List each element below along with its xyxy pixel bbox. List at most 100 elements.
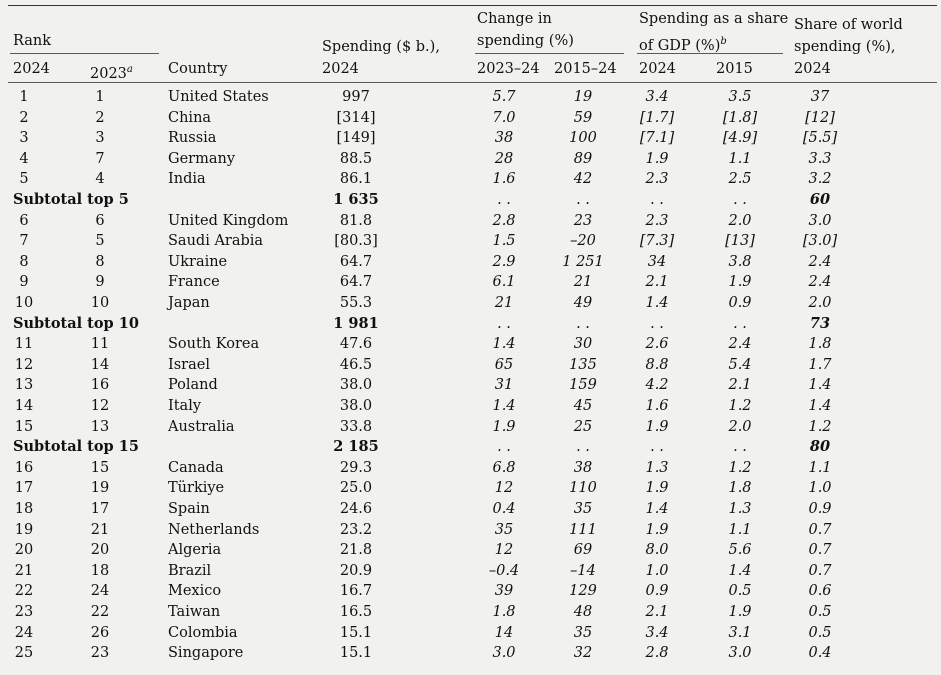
cell-gdp-2024: 1.9 (645, 151, 669, 167)
cell-gdp-2024: [1.7] (639, 110, 675, 126)
cell-change-2023-24: 65 (494, 357, 514, 373)
cell-world-share: 0.7 (808, 563, 832, 579)
cell-spending: 20.9 (339, 563, 373, 579)
cell-spending: 64.7 (339, 274, 373, 290)
cell-gdp-2015: 1.4 (728, 563, 752, 579)
cell-gdp-2015: 1.9 (728, 274, 752, 290)
subtotal-label: Subtotal top 5 (13, 191, 129, 208)
cell-rank-2023: 10 (90, 295, 110, 311)
cell-country: South Korea (168, 336, 260, 352)
cell-gdp-2015: 1.3 (728, 501, 752, 517)
cell-gdp-2024: 3.4 (645, 625, 669, 641)
cell-world-share: 2.0 (808, 295, 832, 311)
cell-rank-2023: 3 (95, 130, 105, 146)
footnote-b-mark: b (720, 36, 727, 47)
header-rank-2023-year: 2023 (90, 65, 127, 82)
cell-change-2023-24: 2.8 (492, 213, 516, 229)
cell-gdp-2015: [4.9] (722, 130, 758, 146)
header-gdp-line2: of GDP (%)b (639, 31, 727, 54)
cell-rank-2024: 9 (19, 274, 29, 290)
cell-spending: 16.5 (339, 604, 373, 620)
cell-change-2023-24: 35 (494, 522, 514, 538)
cell-gdp-2024: 2.3 (645, 213, 669, 229)
cell-country: Türkiye (168, 480, 225, 496)
cell-rank-2023: 1 (95, 89, 105, 105)
cell-world-share: 80 (809, 438, 831, 455)
cell-country: India (168, 171, 206, 187)
cell-gdp-2015: 1.1 (728, 151, 752, 167)
cell-gdp-2024: 8.0 (645, 542, 669, 558)
cell-gdp-2015: 2.5 (728, 171, 752, 187)
cell-gdp-2024: 1.9 (645, 419, 669, 435)
cell-world-share: 73 (809, 315, 831, 332)
cell-change-2023-24: 5.7 (492, 89, 516, 105)
cell-spending: 29.3 (339, 460, 373, 476)
cell-change-2023-24: 3.0 (492, 645, 516, 661)
cell-world-share: 1.4 (808, 377, 832, 393)
cell-change-2015-24: 49 (573, 295, 593, 311)
cell-change-2023-24: 1.8 (492, 604, 516, 620)
cell-gdp-2015: 2.1 (728, 377, 752, 393)
cell-change-2015-24: 30 (573, 336, 593, 352)
cell-spending: 46.5 (339, 357, 373, 373)
cell-gdp-2024: . . (650, 192, 664, 208)
cell-rank-2024: 11 (14, 336, 34, 352)
cell-rank-2024: 17 (14, 480, 34, 496)
cell-rank-2023: 7 (95, 151, 105, 167)
cell-gdp-2024: 2.6 (645, 336, 669, 352)
cell-spending: 86.1 (339, 171, 373, 187)
cell-spending: [80.3] (334, 233, 378, 249)
cell-gdp-2015: 1.2 (728, 398, 752, 414)
cell-change-2015-24: 35 (573, 625, 593, 641)
cell-gdp-2015: 1.9 (728, 604, 752, 620)
cell-gdp-2024: 1.4 (645, 501, 669, 517)
cell-country: China (168, 110, 212, 126)
cell-world-share: 1.1 (808, 460, 832, 476)
cell-gdp-2015: 1.2 (728, 460, 752, 476)
cell-rank-2023: 18 (90, 563, 110, 579)
cell-spending: 55.3 (339, 295, 373, 311)
cell-change-2023-24: . . (497, 439, 511, 455)
cell-country: Singapore (168, 645, 244, 661)
cell-change-2015-24: 45 (573, 398, 593, 414)
cell-gdp-2024: 1.9 (645, 480, 669, 496)
header-world-line3: 2024 (794, 61, 831, 77)
cell-country: Australia (168, 419, 235, 435)
cell-rank-2023: 15 (90, 460, 110, 476)
cell-rank-2023: 13 (90, 419, 110, 435)
cell-world-share: 1.8 (808, 336, 832, 352)
cell-rank-2023: 5 (95, 233, 105, 249)
cell-rank-2024: 2 (19, 110, 29, 126)
cell-change-2023-24: –0.4 (488, 563, 520, 579)
cell-change-2023-24: 0.4 (492, 501, 516, 517)
header-gdp-2015: 2015 (716, 61, 753, 77)
cell-rank-2023: 20 (90, 542, 110, 558)
cell-gdp-2015: 3.0 (728, 645, 752, 661)
header-world-line1: Share of world (794, 17, 903, 33)
header-gdp-2024: 2024 (639, 61, 676, 77)
cell-change-2015-24: . . (576, 316, 590, 332)
header-change-2023-24: 2023–24 (477, 61, 540, 77)
gdp-group-rule (637, 53, 783, 54)
cell-change-2023-24: 1.6 (492, 171, 516, 187)
cell-rank-2024: 15 (14, 419, 34, 435)
cell-rank-2024: 3 (19, 130, 29, 146)
cell-world-share: 1.0 (808, 480, 832, 496)
cell-change-2015-24: 129 (569, 583, 597, 599)
cell-gdp-2015: 3.8 (728, 254, 752, 270)
cell-spending: 24.6 (339, 501, 373, 517)
cell-world-share: 0.6 (808, 583, 832, 599)
cell-gdp-2024: [7.3] (639, 233, 675, 249)
subtotal-label: Subtotal top 10 (13, 315, 139, 332)
cell-country: Taiwan (168, 604, 221, 620)
cell-rank-2023: 14 (90, 357, 110, 373)
cell-rank-2023: 26 (90, 625, 110, 641)
cell-gdp-2015: 3.5 (728, 89, 752, 105)
cell-world-share: 0.5 (808, 604, 832, 620)
cell-spending: 33.8 (339, 419, 373, 435)
cell-rank-2023: 16 (90, 377, 110, 393)
cell-world-share: 2.4 (808, 254, 832, 270)
cell-country: Brazil (168, 563, 212, 579)
cell-gdp-2024: . . (650, 316, 664, 332)
cell-rank-2023: 24 (90, 583, 110, 599)
